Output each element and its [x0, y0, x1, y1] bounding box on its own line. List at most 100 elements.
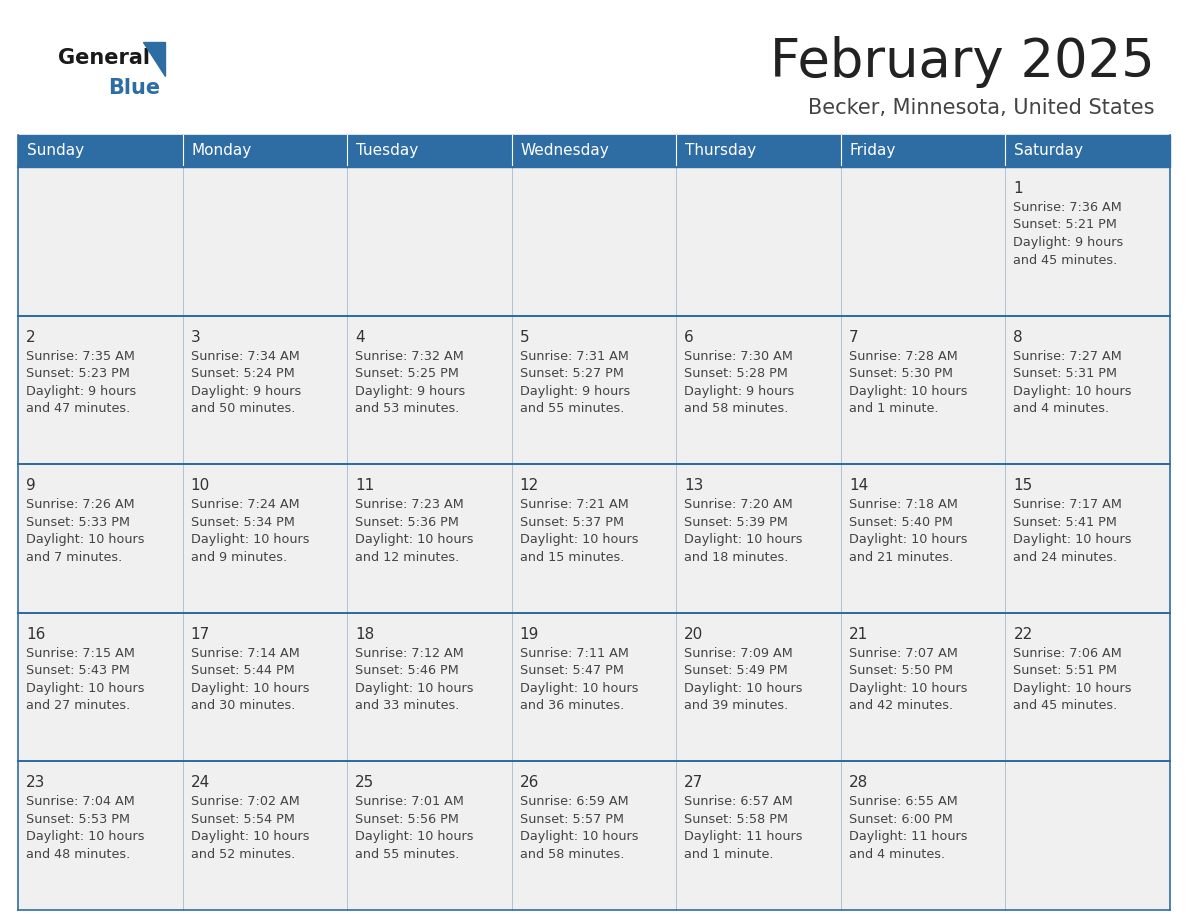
Text: Sunset: 5:24 PM: Sunset: 5:24 PM: [190, 367, 295, 380]
Text: Sunrise: 6:55 AM: Sunrise: 6:55 AM: [849, 795, 958, 809]
Bar: [347, 761, 512, 910]
Text: and 12 minutes.: and 12 minutes.: [355, 551, 460, 564]
Text: 2: 2: [26, 330, 36, 344]
Text: Sunset: 5:49 PM: Sunset: 5:49 PM: [684, 665, 788, 677]
Text: and 58 minutes.: and 58 minutes.: [519, 848, 624, 861]
Text: Sunrise: 7:12 AM: Sunrise: 7:12 AM: [355, 647, 463, 660]
Text: and 1 minute.: and 1 minute.: [684, 848, 773, 861]
Text: Sunrise: 7:31 AM: Sunrise: 7:31 AM: [519, 350, 628, 363]
Bar: [183, 135, 347, 167]
Bar: [512, 316, 676, 465]
Text: Daylight: 10 hours: Daylight: 10 hours: [190, 682, 309, 695]
Bar: [183, 167, 347, 316]
Text: Daylight: 10 hours: Daylight: 10 hours: [26, 533, 145, 546]
Text: Sunset: 5:30 PM: Sunset: 5:30 PM: [849, 367, 953, 380]
Bar: [676, 761, 841, 910]
Text: 17: 17: [190, 627, 210, 642]
Text: Wednesday: Wednesday: [520, 143, 609, 159]
Text: Daylight: 9 hours: Daylight: 9 hours: [684, 385, 795, 397]
Text: Blue: Blue: [108, 78, 160, 98]
Text: Sunset: 5:21 PM: Sunset: 5:21 PM: [1013, 218, 1117, 231]
Text: 27: 27: [684, 776, 703, 790]
Text: Sunset: 6:00 PM: Sunset: 6:00 PM: [849, 813, 953, 826]
Text: Sunset: 5:41 PM: Sunset: 5:41 PM: [1013, 516, 1117, 529]
Text: Daylight: 9 hours: Daylight: 9 hours: [190, 385, 301, 397]
Text: 20: 20: [684, 627, 703, 642]
Bar: [512, 761, 676, 910]
Text: and 27 minutes.: and 27 minutes.: [26, 700, 131, 712]
Bar: [347, 613, 512, 761]
Text: Daylight: 10 hours: Daylight: 10 hours: [355, 533, 474, 546]
Text: Sunset: 5:51 PM: Sunset: 5:51 PM: [1013, 665, 1118, 677]
Text: Daylight: 10 hours: Daylight: 10 hours: [519, 831, 638, 844]
Text: Daylight: 10 hours: Daylight: 10 hours: [849, 385, 967, 397]
Text: Daylight: 10 hours: Daylight: 10 hours: [355, 682, 474, 695]
Text: and 21 minutes.: and 21 minutes.: [849, 551, 953, 564]
Text: 21: 21: [849, 627, 868, 642]
Bar: [347, 465, 512, 613]
Text: Sunset: 5:36 PM: Sunset: 5:36 PM: [355, 516, 459, 529]
Text: Daylight: 9 hours: Daylight: 9 hours: [519, 385, 630, 397]
Text: Daylight: 10 hours: Daylight: 10 hours: [26, 831, 145, 844]
Text: 8: 8: [1013, 330, 1023, 344]
Text: Sunrise: 7:34 AM: Sunrise: 7:34 AM: [190, 350, 299, 363]
Bar: [183, 316, 347, 465]
Text: 4: 4: [355, 330, 365, 344]
Bar: [676, 613, 841, 761]
Text: Sunset: 5:43 PM: Sunset: 5:43 PM: [26, 665, 129, 677]
Text: and 30 minutes.: and 30 minutes.: [190, 700, 295, 712]
Text: Daylight: 11 hours: Daylight: 11 hours: [684, 831, 803, 844]
Text: Sunrise: 7:11 AM: Sunrise: 7:11 AM: [519, 647, 628, 660]
Text: Sunset: 5:33 PM: Sunset: 5:33 PM: [26, 516, 129, 529]
Text: and 47 minutes.: and 47 minutes.: [26, 402, 131, 415]
Text: Sunset: 5:25 PM: Sunset: 5:25 PM: [355, 367, 459, 380]
Text: Sunrise: 7:36 AM: Sunrise: 7:36 AM: [1013, 201, 1123, 214]
Text: Sunset: 5:50 PM: Sunset: 5:50 PM: [849, 665, 953, 677]
Text: and 9 minutes.: and 9 minutes.: [190, 551, 286, 564]
Text: Daylight: 10 hours: Daylight: 10 hours: [26, 682, 145, 695]
Text: 1: 1: [1013, 181, 1023, 196]
Text: Sunrise: 7:20 AM: Sunrise: 7:20 AM: [684, 498, 794, 511]
Bar: [841, 167, 1005, 316]
Bar: [18, 316, 183, 465]
Bar: [18, 761, 183, 910]
Text: Sunrise: 7:01 AM: Sunrise: 7:01 AM: [355, 795, 465, 809]
Bar: [1005, 613, 1170, 761]
Text: and 42 minutes.: and 42 minutes.: [849, 700, 953, 712]
Text: Daylight: 11 hours: Daylight: 11 hours: [849, 831, 967, 844]
Text: Sunset: 5:28 PM: Sunset: 5:28 PM: [684, 367, 788, 380]
Text: Daylight: 10 hours: Daylight: 10 hours: [519, 682, 638, 695]
Text: 19: 19: [519, 627, 539, 642]
Text: 5: 5: [519, 330, 530, 344]
Text: Sunset: 5:58 PM: Sunset: 5:58 PM: [684, 813, 789, 826]
Bar: [512, 465, 676, 613]
Text: 14: 14: [849, 478, 868, 493]
Text: Daylight: 10 hours: Daylight: 10 hours: [849, 682, 967, 695]
Text: February 2025: February 2025: [770, 36, 1155, 88]
Bar: [676, 465, 841, 613]
Bar: [183, 613, 347, 761]
Bar: [676, 316, 841, 465]
Text: Sunrise: 7:26 AM: Sunrise: 7:26 AM: [26, 498, 134, 511]
Text: Sunrise: 7:28 AM: Sunrise: 7:28 AM: [849, 350, 958, 363]
Text: Sunrise: 7:09 AM: Sunrise: 7:09 AM: [684, 647, 794, 660]
Text: Sunset: 5:54 PM: Sunset: 5:54 PM: [190, 813, 295, 826]
Text: Sunset: 5:46 PM: Sunset: 5:46 PM: [355, 665, 459, 677]
Bar: [1005, 135, 1170, 167]
Text: and 55 minutes.: and 55 minutes.: [519, 402, 624, 415]
Text: General: General: [58, 48, 150, 68]
Text: Sunrise: 7:30 AM: Sunrise: 7:30 AM: [684, 350, 794, 363]
Text: and 7 minutes.: and 7 minutes.: [26, 551, 122, 564]
Bar: [347, 316, 512, 465]
Text: 7: 7: [849, 330, 859, 344]
Text: 3: 3: [190, 330, 201, 344]
Text: Daylight: 10 hours: Daylight: 10 hours: [190, 533, 309, 546]
Bar: [18, 135, 183, 167]
Text: Sunday: Sunday: [27, 143, 84, 159]
Text: and 48 minutes.: and 48 minutes.: [26, 848, 131, 861]
Text: Sunset: 5:23 PM: Sunset: 5:23 PM: [26, 367, 129, 380]
Bar: [1005, 167, 1170, 316]
Bar: [512, 135, 676, 167]
Text: Daylight: 9 hours: Daylight: 9 hours: [355, 385, 466, 397]
Text: Daylight: 10 hours: Daylight: 10 hours: [684, 533, 803, 546]
